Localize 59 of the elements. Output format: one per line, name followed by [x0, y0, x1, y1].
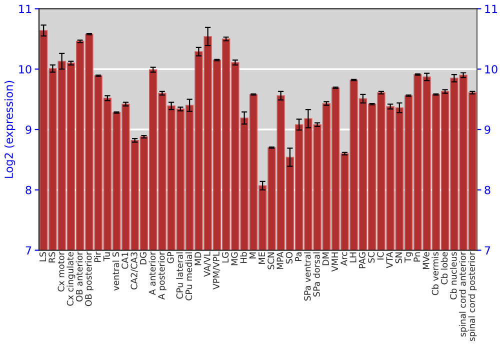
x-tick-label: OB posterior	[84, 252, 94, 306]
y-tick-label: 9	[26, 125, 32, 134]
x-tick-label: OB anterior	[76, 252, 83, 302]
x-tick-label: SPa dorsal	[313, 252, 320, 296]
x-tick-label: DG	[140, 252, 146, 264]
x-tick-label: Pir	[94, 252, 101, 262]
x-tick-label: Hb	[240, 252, 247, 263]
y2-tick-label: 7	[484, 246, 490, 254]
x-tick-label: Pa	[295, 252, 302, 262]
x-tick-label: SO	[286, 252, 292, 264]
x-tick-label: CA2/CA3	[130, 252, 138, 290]
x-tick-label: Cb vermis	[432, 252, 438, 296]
y-tick-label: 10	[19, 65, 32, 74]
y2-tick-label: 10	[485, 65, 498, 74]
x-tick-label: ME	[258, 252, 265, 264]
x-tick-label: VTA	[386, 252, 393, 268]
x-tick-label: CPu medial	[185, 252, 192, 300]
x-tick-label: LH	[350, 252, 356, 262]
x-tick-label: CA1	[122, 252, 128, 269]
x-tick-label: LS	[39, 252, 46, 262]
y-axis-title: Log2 (expression)	[4, 80, 16, 178]
x-tick-label: LG	[222, 252, 229, 262]
x-tick-label: DM	[322, 252, 329, 266]
x-tick-label: Cb lobe	[440, 252, 448, 284]
y-tick-label: 8	[26, 186, 32, 194]
x-tick-label: VMH	[332, 252, 338, 272]
x-tick-label: IC	[377, 252, 384, 260]
x-tick-label: SN	[395, 252, 402, 264]
x-tick-label: Arc	[340, 252, 348, 266]
x-tick-label: GP	[167, 252, 174, 264]
x-tick-label: MG	[231, 252, 238, 266]
x-tick-label: Pn	[414, 252, 420, 262]
x-tick-label: A posterior	[158, 252, 166, 300]
x-tick-label: ventral S	[112, 252, 120, 291]
x-tick-label: M	[249, 252, 256, 258]
x-tick-label: MVe	[422, 252, 430, 270]
x-tick-label: spinal cord posterior	[468, 252, 477, 342]
x-tick-label: MPA	[276, 252, 284, 270]
x-tick-label: CPu lateral	[176, 252, 183, 299]
y2-tick-label: 9	[484, 125, 490, 134]
x-tick-label: VA/VL	[204, 252, 212, 277]
x-tick-label: Cx cingulate	[66, 252, 76, 306]
x-tick-label: Cx motor	[58, 252, 64, 292]
x-tick-label: Tu	[103, 252, 110, 262]
x-tick-label: RS	[48, 252, 56, 262]
x-tick-label: SC	[368, 252, 375, 263]
y-tick-label: 7	[26, 246, 32, 254]
x-tick-label: spinal cord anterior	[459, 252, 468, 336]
y-tick-label: 11	[19, 4, 32, 13]
x-tick-label: Cb nucleus	[450, 252, 457, 300]
x-tick-label: SPa ventral	[304, 252, 311, 301]
x-tick-label: VPM/VPL	[212, 252, 220, 290]
x-tick-label: A anterior	[148, 252, 156, 296]
x-tick-label: Tg	[404, 252, 413, 263]
x-tick-label: MD	[194, 252, 202, 266]
y2-tick-label: 8	[484, 186, 490, 194]
y2-tick-label: 11	[485, 4, 498, 13]
x-tick-label: SCN	[268, 252, 274, 270]
x-tick-label: PAG	[358, 252, 366, 268]
